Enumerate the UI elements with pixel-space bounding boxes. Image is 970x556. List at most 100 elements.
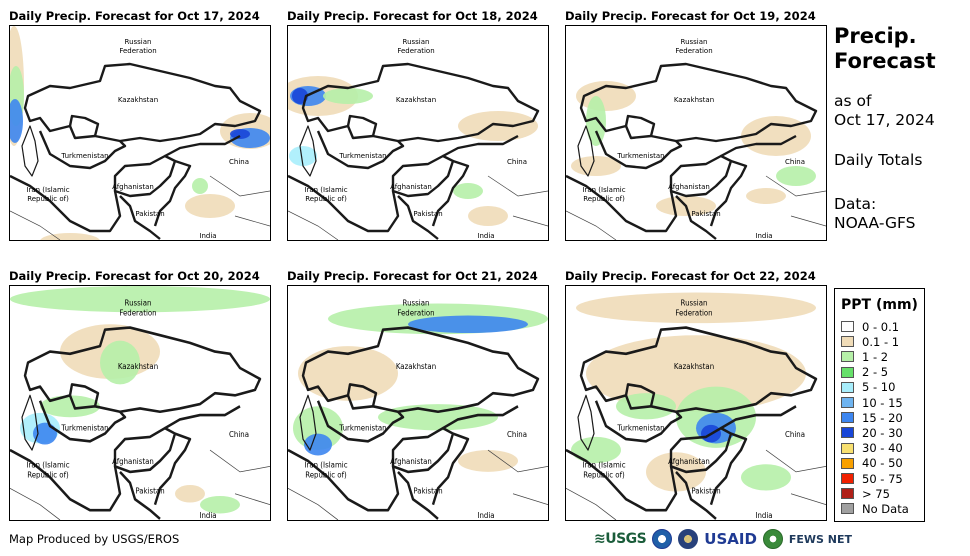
country-border	[21, 125, 39, 177]
map-label: India	[477, 232, 494, 240]
legend-item: 20 - 30	[841, 426, 903, 440]
precip-area	[304, 433, 332, 456]
forecast-panel-oct20: Daily Precip. Forecast for Oct 20, 2024 …	[9, 269, 271, 521]
country-border	[299, 394, 317, 451]
legend-item: 30 - 40	[841, 441, 903, 456]
country-border	[113, 426, 177, 474]
map-label: Afghanistan	[390, 183, 432, 191]
usaid-logo: USAID	[704, 530, 757, 548]
forecast-panel-oct18: Daily Precip. Forecast for Oct 18, 2024 …	[287, 9, 549, 241]
legend-item: 40 - 50	[841, 456, 903, 471]
map-label: India	[755, 232, 772, 240]
legend-item: 0 - 0.1	[841, 319, 900, 334]
country-border	[10, 448, 122, 512]
map-label: Federation	[675, 47, 712, 55]
map-label: Afghanistan	[668, 183, 710, 191]
precip-area	[230, 129, 250, 139]
map-label: Turkmenistan	[338, 152, 386, 160]
precip-area	[293, 406, 343, 451]
legend-swatch	[841, 366, 854, 378]
precip-area	[10, 99, 23, 143]
precip-area	[586, 96, 606, 146]
country-border	[38, 114, 127, 170]
country-border	[566, 448, 678, 512]
legend-item: 15 - 20	[841, 411, 903, 425]
country-border	[301, 62, 540, 143]
panel-title: Daily Precip. Forecast for Oct 20, 2024	[9, 269, 260, 283]
coast-line	[487, 449, 548, 473]
country-border	[566, 174, 678, 233]
coast-line	[566, 210, 617, 240]
map-label: India	[477, 511, 494, 520]
map-label: Kazakhstan	[396, 362, 437, 371]
country-border	[594, 383, 683, 443]
precip-area	[323, 88, 373, 104]
country-border	[38, 383, 127, 443]
precip-area	[185, 194, 235, 218]
legend-label: > 75	[862, 486, 890, 501]
map-label: India	[199, 232, 216, 240]
coast-line	[288, 487, 339, 520]
coast-line	[566, 487, 617, 520]
country-border	[164, 405, 241, 430]
country-border	[442, 134, 519, 158]
legend-swatch	[841, 488, 854, 500]
legend-label: 40 - 50	[862, 456, 903, 471]
coast-line	[790, 215, 826, 227]
map-label: Iran (Islamic	[304, 460, 347, 469]
coast-line	[10, 210, 61, 240]
map-label: Pakistan	[135, 210, 164, 218]
coast-line	[288, 210, 339, 240]
map-label: Iran (Islamic	[582, 186, 625, 194]
partner-logos: ≋USGS USAID FEWS NET	[594, 528, 852, 550]
country-border	[23, 326, 262, 414]
country-border	[10, 174, 122, 233]
legend-item: > 75	[841, 486, 890, 501]
country-border	[579, 62, 818, 143]
country-border	[21, 394, 39, 451]
legend-label: 5 - 10	[862, 380, 896, 395]
precip-area	[298, 346, 398, 401]
forecast-info: Precip. Forecast as of Oct 17, 2024 Dail…	[834, 24, 964, 233]
coast-line	[512, 215, 548, 227]
legend-label: 1 - 2	[862, 349, 889, 364]
country-border	[594, 114, 683, 170]
map-label: Federation	[397, 47, 434, 55]
legend-label: 0 - 0.1	[862, 319, 900, 334]
country-border	[119, 159, 192, 240]
legend-swatch	[841, 473, 854, 484]
map-label: Turkmenistan	[338, 423, 386, 432]
legend-swatch	[841, 336, 854, 348]
fews-globe-icon	[762, 529, 783, 549]
map-label: China	[507, 158, 527, 166]
coast-line	[234, 215, 270, 227]
country-border	[23, 62, 262, 143]
precip-area	[100, 340, 140, 385]
map-label: Turkmenistan	[616, 423, 664, 432]
map-label: Pakistan	[691, 486, 721, 495]
legend-item: 2 - 5	[841, 365, 888, 379]
map-label: Federation	[397, 308, 435, 317]
map-label: Federation	[675, 308, 713, 317]
country-border	[577, 125, 595, 177]
legend-item: 10 - 15	[841, 396, 903, 410]
map-label: Kazakhstan	[674, 362, 715, 371]
forecast-panel-oct22: Daily Precip. Forecast for Oct 22, 2024 …	[565, 269, 827, 521]
country-border	[301, 326, 540, 414]
map-credit: Map Produced by USGS/EROS	[9, 532, 180, 546]
precip-area	[289, 146, 317, 166]
precip-area	[200, 495, 240, 514]
legend-swatch	[841, 442, 854, 454]
data-source: NOAA-GFS	[834, 214, 916, 232]
map-label: India	[755, 511, 772, 520]
legend-label: 30 - 40	[862, 441, 903, 456]
panel-title: Daily Precip. Forecast for Oct 19, 2024	[565, 9, 816, 23]
legend-swatch	[841, 412, 854, 424]
legend-title: PPT (mm)	[841, 297, 918, 313]
map-label: Pakistan	[691, 210, 720, 218]
map-label: China	[507, 430, 527, 439]
map-label: China	[785, 430, 805, 439]
precip-area	[192, 178, 208, 194]
map-label: Iran (Islamic	[582, 460, 625, 469]
map-label: China	[229, 158, 249, 166]
